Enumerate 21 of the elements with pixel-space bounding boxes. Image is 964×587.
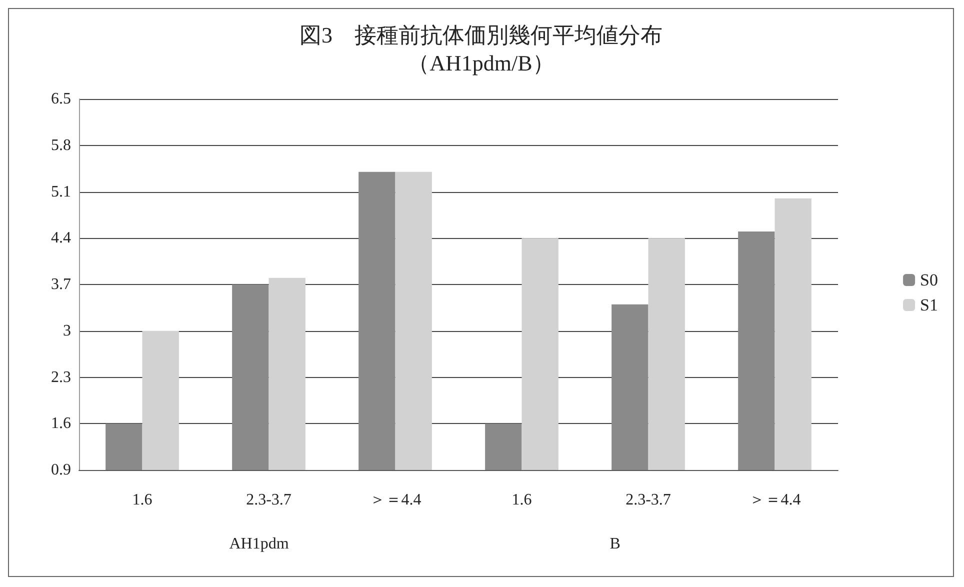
x-tick-label: ＞＝4.4 <box>748 492 801 508</box>
legend-label: S0 <box>920 270 938 290</box>
x-tick-label: ＞＝4.4 <box>369 492 422 508</box>
y-tick-label: 4.4 <box>51 230 71 247</box>
legend-label: S1 <box>920 296 938 314</box>
y-tick-label: 2.3 <box>51 368 71 386</box>
y-tick-label: 5.8 <box>51 136 71 154</box>
y-tick-label: 6.5 <box>51 90 71 108</box>
x-tick-label: 2.3-3.7 <box>626 492 671 508</box>
y-tick-label: 5.1 <box>51 183 71 200</box>
y-tick-label: 1.6 <box>51 415 71 432</box>
chart-subtitle: （AH1pdm/B） <box>408 50 554 76</box>
y-tick-label: 3 <box>63 322 71 340</box>
x-tick-label: 1.6 <box>512 492 532 508</box>
x-tick-label: 1.6 <box>132 492 152 508</box>
text: B <box>610 536 620 552</box>
x-tick-label: 2.3-3.7 <box>246 492 292 508</box>
y-tick-label: 0.9 <box>51 462 71 478</box>
y-tick-label: 3.7 <box>51 276 71 293</box>
chart-title: 図3 接種前抗体価別幾何平均値分布 <box>300 22 662 48</box>
text: AH1pdm <box>229 536 290 552</box>
